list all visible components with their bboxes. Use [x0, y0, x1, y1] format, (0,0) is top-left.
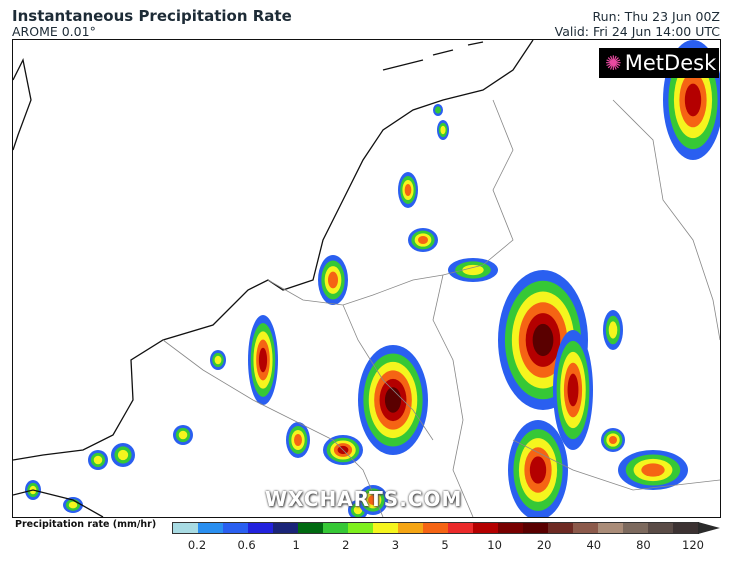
colorbar-tick-label: 120: [682, 538, 704, 552]
colorbar-tick-label: 3: [391, 538, 400, 552]
precipitation-cell: [68, 501, 78, 509]
precipitation-cell: [440, 125, 446, 135]
precipitation-cell: [609, 436, 617, 444]
colorbar-segment: [523, 523, 548, 533]
colorbar-segment: [498, 523, 523, 533]
colorbar-tick-label: 1: [292, 538, 300, 552]
precipitation-cell: [641, 463, 665, 477]
colorbar-tick-label: 2: [342, 538, 350, 552]
borders: [162, 99, 720, 517]
precipitation-cell: [117, 449, 129, 461]
colorbar-segment: [673, 523, 698, 533]
precipitation-cell: [294, 434, 302, 446]
precipitation-cell: [608, 321, 618, 339]
colorbar-segment: [623, 523, 648, 533]
watermark: WXCHARTS.COM: [265, 487, 463, 511]
colorbar-tick-label: 10: [487, 538, 502, 552]
colorbar: [172, 522, 699, 534]
colorbar-segment: [173, 523, 198, 533]
precipitation-cell: [529, 456, 547, 484]
precipitation-cell: [93, 455, 103, 465]
colorbar-tick-label: 0.6: [237, 538, 256, 552]
logo-text: MetDesk: [624, 51, 717, 75]
colorbar-tick-label: 80: [636, 538, 651, 552]
colorbar-segment: [473, 523, 498, 533]
starburst-icon: ✺: [605, 51, 622, 75]
map-canvas: [13, 40, 720, 517]
colorbar-segment: [298, 523, 323, 533]
precipitation-cell: [353, 505, 363, 515]
valid-time: Valid: Fri 24 Jun 14:00 UTC: [554, 24, 720, 39]
precipitation-cell: [258, 347, 268, 373]
colorbar-segment: [248, 523, 273, 533]
colorbar-segment: [548, 523, 573, 533]
precipitation-cell: [567, 373, 579, 407]
precipitation-cell: [404, 184, 412, 196]
run-time: Run: Thu 23 Jun 00Z: [592, 9, 720, 24]
precipitation-cell: [214, 355, 222, 365]
precipitation-cell: [178, 430, 188, 440]
colorbar-segment: [223, 523, 248, 533]
colorbar-segment: [598, 523, 623, 533]
precipitation-cell: [684, 83, 702, 117]
precipitation-cell: [418, 236, 428, 244]
precipitation-cell: [328, 271, 338, 289]
colorbar-segment: [198, 523, 223, 533]
precipitation-cell: [435, 106, 441, 114]
colorbar-segment: [423, 523, 448, 533]
chart-title: Instantaneous Precipitation Rate: [12, 7, 292, 25]
coastlines: [13, 40, 534, 517]
legend-label: Precipitation rate (mm/hr): [15, 519, 157, 530]
colorbar-segment: [348, 523, 373, 533]
model-name: AROME 0.01°: [12, 24, 96, 39]
colorbar-segment: [573, 523, 598, 533]
colorbar-segment: [648, 523, 673, 533]
colorbar-segment: [373, 523, 398, 533]
precipitation-cell: [384, 387, 402, 413]
colorbar-tick-label: 20: [536, 538, 552, 552]
precipitation-cell: [368, 495, 378, 505]
colorbar-tick-label: 40: [586, 538, 602, 552]
colorbar-extend-arrow: [698, 522, 720, 534]
colorbar-segment: [448, 523, 473, 533]
precipitation-cell: [532, 323, 554, 357]
colorbar-tick-label: 0.2: [187, 538, 207, 552]
colorbar-segment: [398, 523, 423, 533]
colorbar-segment: [273, 523, 298, 533]
metdesk-logo: ✺ MetDesk: [599, 48, 719, 78]
colorbar-tick-label: 5: [441, 538, 449, 552]
colorbar-segment: [323, 523, 348, 533]
precipitation-cell: [462, 264, 484, 276]
precipitation-map[interactable]: ✺ MetDesk WXCHARTS.COM: [12, 39, 721, 518]
